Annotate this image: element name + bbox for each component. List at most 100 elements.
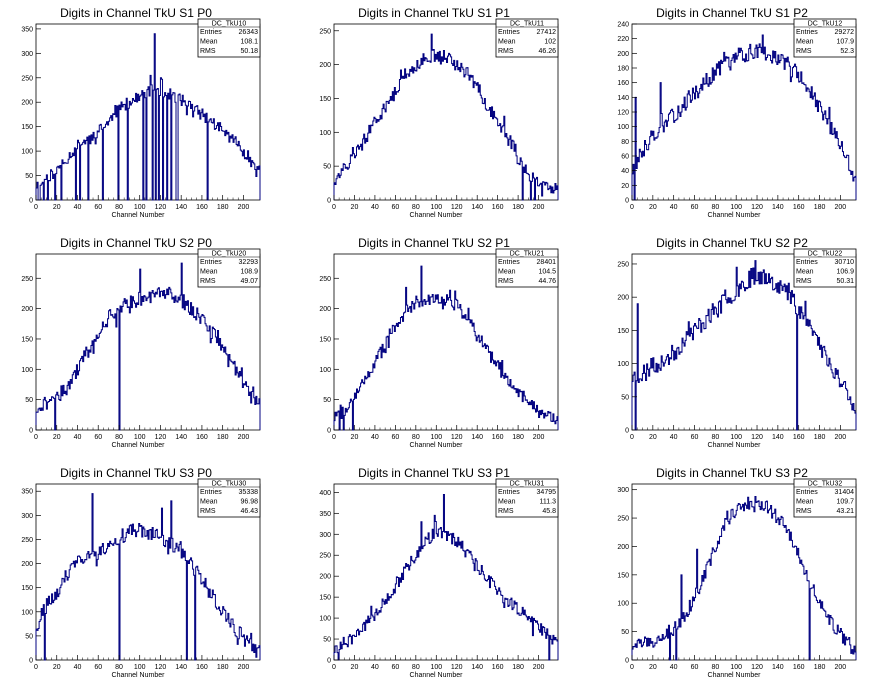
x-tick-label: 100 xyxy=(134,434,146,441)
x-tick-label: 60 xyxy=(691,434,699,441)
x-tick-label: 180 xyxy=(814,434,826,441)
x-tick-label: 40 xyxy=(74,434,82,441)
histogram-pad-dc-tku22: Digits in Channel TkU S2 P2 0 20 40 60 80 100 1… xyxy=(596,230,894,460)
histogram-title: Digits in Channel TkU S2 P2 xyxy=(656,236,808,250)
plot-frame xyxy=(35,253,261,431)
stats-box-name: DC_TkU10 xyxy=(212,21,247,28)
y-tick-label: 240 xyxy=(617,22,629,29)
y-tick-label: 200 xyxy=(319,62,331,69)
x-tick-label: 0 xyxy=(332,434,336,441)
x-tick-label: 200 xyxy=(533,204,545,211)
plot-frame xyxy=(333,23,559,201)
x-tick-label: 140 xyxy=(772,204,784,211)
stats-label-entries: Entries xyxy=(200,259,222,266)
y-tick-label: 100 xyxy=(617,361,629,368)
histogram-pad-dc-tku10: Digits in Channel TkU S1 P0 0 20 40 60 80 100 1… xyxy=(0,0,298,230)
histogram-title: Digits in Channel TkU S2 P0 xyxy=(60,236,212,250)
stats-box-name: DC_TkU32 xyxy=(808,481,843,488)
x-tick-label: 140 xyxy=(175,664,187,671)
x-tick-label: 40 xyxy=(371,434,379,441)
y-tick-label: 300 xyxy=(319,532,331,539)
x-tick-label: 200 xyxy=(835,434,847,441)
y-tick-label: 220 xyxy=(617,36,629,43)
x-tick-label: 100 xyxy=(730,204,742,211)
x-tick-label: 80 xyxy=(115,434,123,441)
plot-frame xyxy=(35,483,261,661)
y-tick-label: 20 xyxy=(621,183,629,190)
histogram-pad-dc-tku31: Digits in Channel TkU S3 P1 0 20 40 60 80 100 1… xyxy=(298,460,596,690)
y-tick-label: 350 xyxy=(319,511,331,518)
y-tick-label: 150 xyxy=(319,336,331,343)
x-tick-label: 160 xyxy=(793,664,805,671)
x-tick-label: 100 xyxy=(430,204,442,211)
histogram-title: Digits in Channel TkU S3 P2 xyxy=(656,466,808,480)
stats-label-mean: Mean xyxy=(200,39,218,46)
x-tick-label: 60 xyxy=(391,664,399,671)
histogram-svg: Digits in Channel TkU S2 P1 0 20 40 60 80 100 1… xyxy=(319,236,559,449)
histogram-svg: Digits in Channel TkU S2 P0 0 20 40 60 80 100 1… xyxy=(21,236,261,449)
x-tick-label: 60 xyxy=(391,204,399,211)
histogram-line xyxy=(333,265,559,431)
x-tick-label: 120 xyxy=(451,204,463,211)
y-tick-label: 150 xyxy=(617,328,629,335)
x-tick-label: 40 xyxy=(670,664,678,671)
x-tick-label: 160 xyxy=(793,434,805,441)
x-tick-label: 100 xyxy=(430,664,442,671)
y-tick-label: 250 xyxy=(617,516,629,523)
y-tick-label: 300 xyxy=(21,513,33,520)
y-tick-label: 0 xyxy=(625,658,629,665)
x-axis-label: Channel Number xyxy=(708,672,762,679)
y-tick-label: 150 xyxy=(21,336,33,343)
x-tick-label: 20 xyxy=(649,434,657,441)
x-tick-label: 0 xyxy=(630,204,634,211)
stats-label-entries: Entries xyxy=(796,489,818,496)
histogram-title: Digits in Channel TkU S1 P2 xyxy=(656,6,808,20)
x-axis-label: Channel Number xyxy=(410,672,464,679)
x-tick-label: 160 xyxy=(196,434,208,441)
y-tick-label: 0 xyxy=(327,428,331,435)
histogram-line xyxy=(35,33,261,201)
y-tick-label: 0 xyxy=(29,658,33,665)
x-axis-label: Channel Number xyxy=(112,212,166,219)
x-tick-label: 20 xyxy=(351,204,359,211)
x-tick-label: 180 xyxy=(814,664,826,671)
stats-value-rms: 52.3 xyxy=(840,48,854,55)
x-tick-label: 80 xyxy=(115,664,123,671)
x-tick-label: 120 xyxy=(155,434,167,441)
x-tick-label: 200 xyxy=(238,204,250,211)
x-tick-label: 120 xyxy=(155,664,167,671)
x-tick-label: 60 xyxy=(391,434,399,441)
y-tick-label: 200 xyxy=(319,574,331,581)
x-tick-label: 180 xyxy=(217,204,229,211)
stats-value-entries: 27412 xyxy=(537,29,557,36)
y-tick-label: 300 xyxy=(21,51,33,58)
y-tick-label: 200 xyxy=(617,295,629,302)
x-tick-label: 20 xyxy=(351,664,359,671)
x-tick-label: 180 xyxy=(512,434,524,441)
y-tick-label: 80 xyxy=(621,139,629,146)
stats-label-mean: Mean xyxy=(796,499,814,506)
x-tick-label: 0 xyxy=(332,664,336,671)
histogram-line xyxy=(333,33,559,201)
stats-label-rms: RMS xyxy=(498,278,514,285)
stats-label-rms: RMS xyxy=(200,48,216,55)
histogram-title: Digits in Channel TkU S1 P1 xyxy=(358,6,510,20)
y-tick-label: 140 xyxy=(617,95,629,102)
x-tick-label: 80 xyxy=(115,204,123,211)
x-tick-label: 120 xyxy=(451,664,463,671)
x-tick-label: 80 xyxy=(412,434,420,441)
y-tick-label: 100 xyxy=(319,616,331,623)
x-tick-label: 200 xyxy=(533,434,545,441)
y-tick-label: 100 xyxy=(617,124,629,131)
stats-value-rms: 45.8 xyxy=(542,508,556,515)
x-tick-label: 40 xyxy=(670,204,678,211)
x-tick-label: 60 xyxy=(94,664,102,671)
histogram-pad-dc-tku21: Digits in Channel TkU S2 P1 0 20 40 60 80 100 1… xyxy=(298,230,596,460)
y-tick-label: 100 xyxy=(21,367,33,374)
x-tick-label: 140 xyxy=(471,664,483,671)
x-tick-label: 80 xyxy=(711,434,719,441)
stats-box-name: DC_TkU31 xyxy=(510,481,545,488)
histogram-svg: Digits in Channel TkU S1 P0 0 20 40 60 80 100 1… xyxy=(21,6,261,219)
plot-frame xyxy=(333,483,559,661)
x-tick-label: 120 xyxy=(751,204,763,211)
